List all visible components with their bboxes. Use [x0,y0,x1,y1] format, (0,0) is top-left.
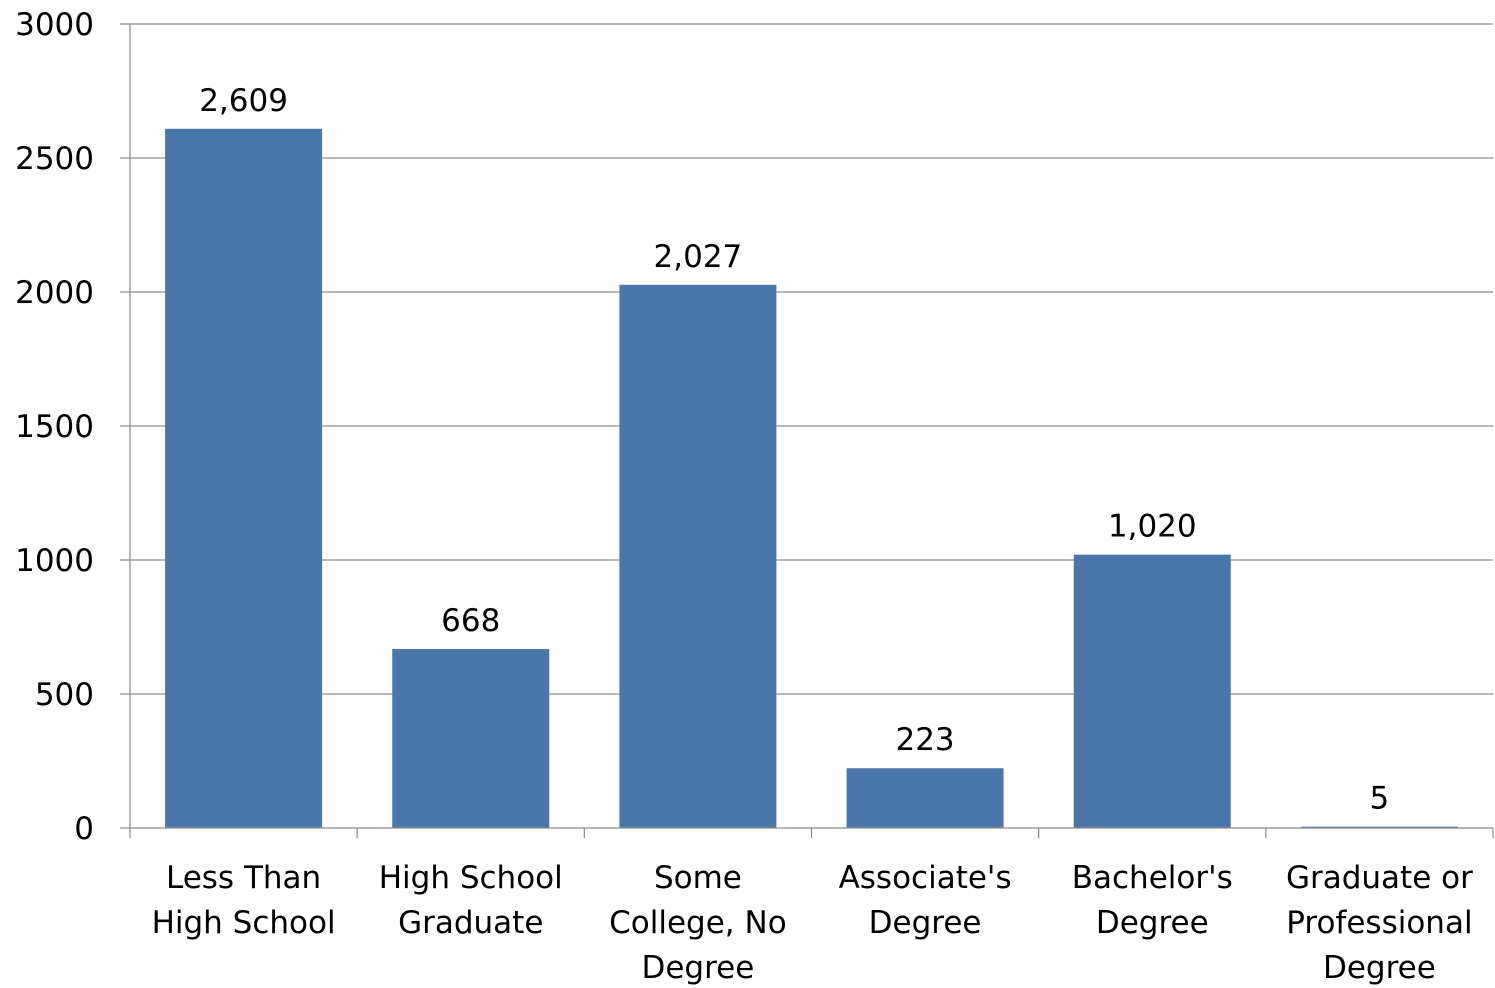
y-tick-label: 2000 [15,275,94,311]
x-tick-label-line: High School [152,905,336,941]
data-label: 1,020 [1108,509,1197,545]
x-tick-label: Graduate or Professional Degree [1286,860,1473,986]
x-tick-label: Associate's Degree [839,860,1012,941]
x-tick-label-line: Less Than [166,860,321,896]
bar [165,128,323,829]
x-tick-label-line: Graduate or [1286,860,1473,896]
x-tick-label-line: Bachelor's [1072,860,1233,896]
gridlines [130,23,1493,695]
y-tick-label: 2500 [15,141,94,177]
bars [165,128,1458,829]
x-tick-label: Bachelor's Degree [1072,860,1233,941]
x-tick-label-line: Degree [641,950,754,986]
data-label: 2,027 [654,239,743,275]
y-tick-label: 1000 [15,543,94,579]
x-tick-label-line: Graduate [398,905,543,941]
x-tick-label-line: High School [379,860,563,896]
bar [619,284,777,828]
bar [1073,554,1231,828]
y-tick-label: 3000 [15,7,94,43]
data-label: 223 [895,722,954,758]
x-tick-label-line: Professional [1286,905,1472,941]
bar [846,768,1004,828]
bar [1300,826,1458,828]
data-label: 668 [441,603,500,639]
axes [120,23,1494,838]
data-label: 5 [1370,781,1390,817]
y-tick-label: 500 [35,677,94,713]
x-tick-label-line: Degree [1323,950,1436,986]
x-tick-label-line: Degree [1096,905,1209,941]
x-tick-label: High School Graduate [379,860,563,941]
data-label: 2,609 [199,83,288,119]
y-tick-label: 0 [74,811,94,847]
labels: 0 500 1000 1500 2000 2500 3000 2,609 668 2,027 223… [15,7,1473,986]
bar [392,648,550,828]
x-tick-label-line: Associate's [839,860,1012,896]
x-tick-label-line: Degree [869,905,982,941]
y-tick-label: 1500 [15,409,94,445]
x-tick-label: Some College, No Degree [609,860,787,986]
x-tick-label-line: Some [654,860,742,896]
x-tick-label: Less Than High School [152,860,336,941]
x-tick-label-line: College, No [609,905,787,941]
